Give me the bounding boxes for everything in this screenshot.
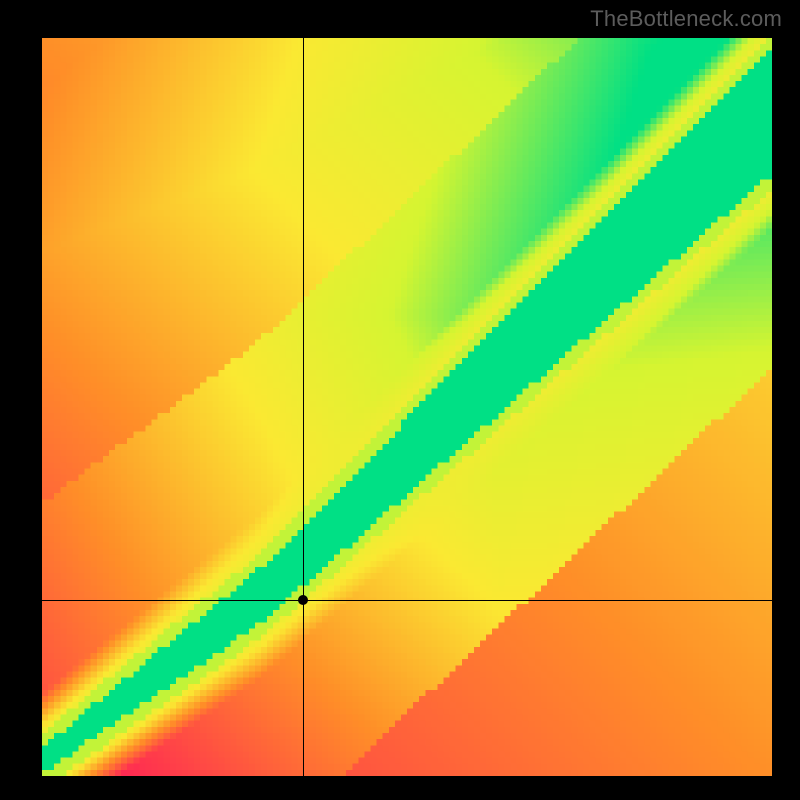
crosshair-marker-dot	[298, 595, 308, 605]
heatmap-canvas-wrap	[42, 38, 772, 776]
watermark-text: TheBottleneck.com	[590, 6, 782, 32]
heatmap-canvas	[42, 38, 772, 776]
crosshair-horizontal	[42, 600, 772, 601]
crosshair-vertical	[303, 38, 304, 776]
heatmap-frame	[40, 36, 774, 778]
